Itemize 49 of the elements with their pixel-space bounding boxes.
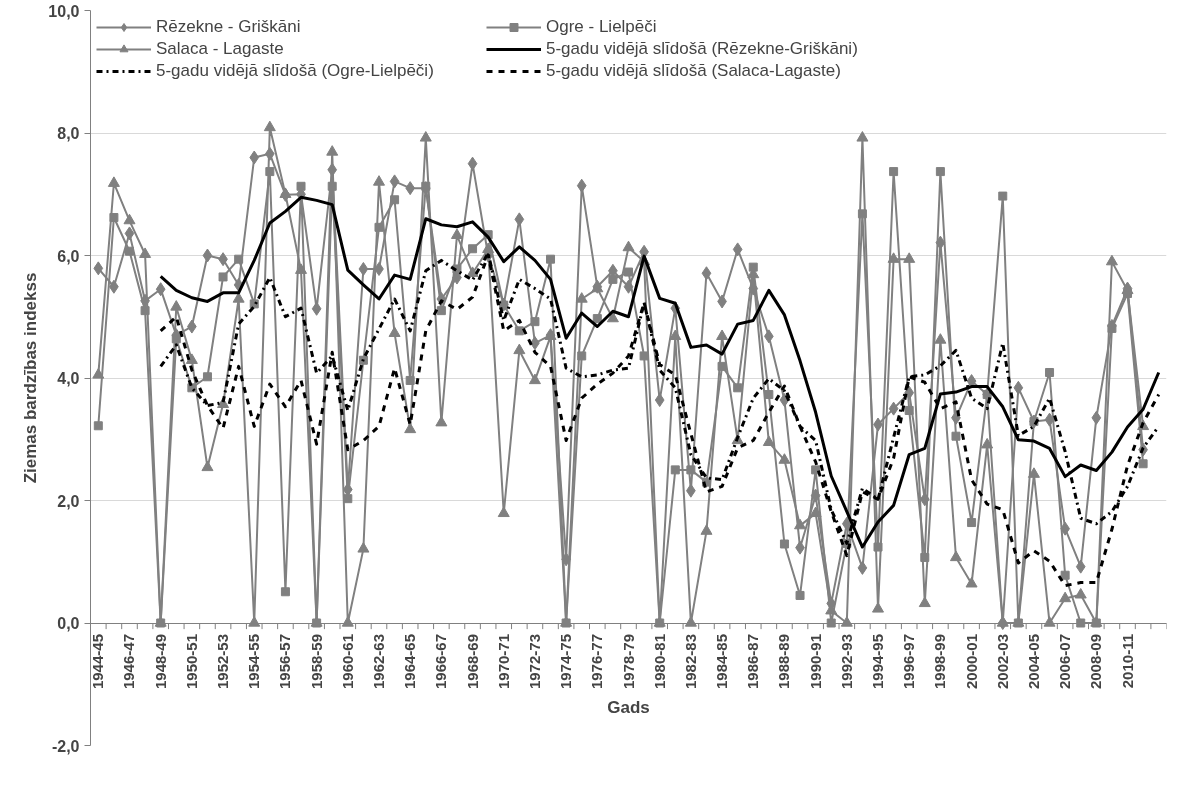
y-tick-label: 4,0 <box>57 370 80 387</box>
x-tick-label: 1948-49 <box>151 633 169 690</box>
x-tick-label: 1976-77 <box>588 633 606 690</box>
x-tick-label: 1984-85 <box>713 633 731 690</box>
x-tick-label: 1986-87 <box>744 633 762 690</box>
x-tick-label: 2004-05 <box>1024 633 1042 690</box>
x-tick-label: 1972-73 <box>525 633 543 690</box>
x-tick-label: 1988-89 <box>775 633 793 690</box>
x-tick-label: 1960-61 <box>338 633 356 690</box>
x-tick-label: 1968-69 <box>463 633 481 690</box>
x-tick-label: 1994-95 <box>869 633 887 690</box>
legend-label: 5-gadu vidējā slīdošā (Ogre-Lielpēči) <box>156 60 435 82</box>
x-tick-label: 1954-55 <box>245 633 263 690</box>
x-tick-label: 1952-53 <box>214 633 232 690</box>
y-tick-label: 8,0 <box>57 125 80 142</box>
x-tick-label: 1998-99 <box>931 633 949 690</box>
x-tick-label: 2010-11 <box>1118 633 1136 689</box>
x-tick-label: 1956-57 <box>276 633 294 690</box>
x-tick-label: 1944-45 <box>89 633 107 690</box>
x-tick-label: 1958-59 <box>307 633 325 690</box>
x-tick-label: 1946-47 <box>120 633 138 690</box>
x-tick-label: 1982-83 <box>681 633 699 690</box>
legend-label: 5-gadu vidējā slīdošā (Rēzekne-Griškāni) <box>546 38 859 60</box>
x-tick-label: 1962-63 <box>369 633 387 690</box>
legend-label: Rēzekne - Griškāni <box>156 16 302 38</box>
y-tick-label: 0,0 <box>57 615 80 632</box>
x-tick-label: 2008-09 <box>1087 633 1105 690</box>
x-tick-label: 1970-71 <box>494 633 512 690</box>
y-tick-label: 6,0 <box>57 247 80 265</box>
x-tick-label: 1992-93 <box>837 633 855 690</box>
x-tick-label: 1950-51 <box>182 633 200 690</box>
legend-label: Ogre - Lielpēči <box>546 16 658 38</box>
legend-label: Salaca - Lagaste <box>156 38 285 60</box>
x-tick-label: 1964-65 <box>401 633 419 690</box>
x-axis-title: Gads <box>607 697 650 717</box>
x-tick-label: 1974-75 <box>557 633 575 690</box>
x-tick-label: 1990-91 <box>806 633 824 690</box>
y-axis-title: Ziemas bardzības indekss <box>21 272 41 484</box>
x-tick-label: 1996-97 <box>900 633 918 690</box>
y-tick-label: 10,0 <box>48 2 80 20</box>
y-tick-label: 2,0 <box>57 492 80 510</box>
x-tick-label: 1966-67 <box>432 633 450 690</box>
x-tick-label: 2002-03 <box>993 633 1011 690</box>
y-tick-label: -2,0 <box>51 737 80 755</box>
x-tick-label: 1978-79 <box>619 633 637 690</box>
x-tick-label: 2006-07 <box>1056 633 1074 690</box>
legend-label: 5-gadu vidējā slīdošā (Salaca-Lagaste) <box>546 60 842 82</box>
x-tick-label: 1980-81 <box>650 633 668 690</box>
x-tick-label: 2000-01 <box>962 633 980 690</box>
